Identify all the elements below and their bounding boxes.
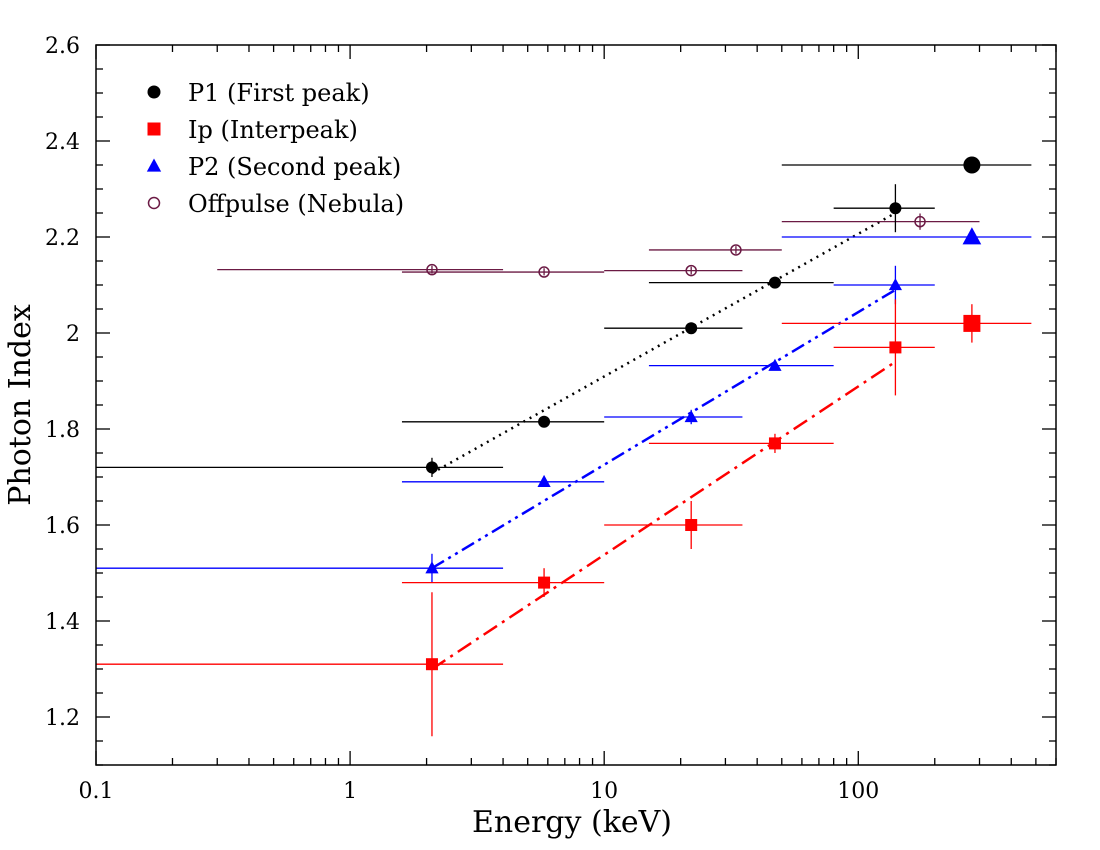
fit-line: [431, 288, 897, 570]
data-point: [768, 437, 781, 450]
x-axis-title: Energy (keV): [472, 805, 672, 840]
y-tick-label: 2.6: [45, 34, 80, 59]
plot-frame: [95, 44, 1057, 766]
data-point: [538, 576, 551, 589]
legend-label: Ip (Interpeak): [188, 116, 358, 144]
y-tick-label: 1.4: [45, 610, 80, 635]
minor-ticks: [96, 45, 1057, 766]
legend-label: P2 (Second peak): [188, 153, 401, 181]
y-tick-label: 2.4: [45, 130, 80, 155]
error-bars: [96, 160, 1032, 737]
fit-line: [431, 211, 897, 475]
fit-line: [431, 360, 897, 671]
data-point: [963, 156, 981, 174]
legend: P1 (First peak) Ip (Interpeak) P2 (Second …: [146, 79, 404, 218]
fit-lines: [431, 211, 897, 671]
x-tick-label: 10: [590, 779, 618, 804]
legend-label: P1 (First peak): [188, 79, 370, 107]
data-point: [962, 227, 982, 245]
legend-marker: [147, 196, 161, 210]
data-point: [889, 341, 902, 354]
data-point: [537, 474, 551, 487]
data-point: [426, 263, 438, 276]
data-point: [888, 278, 903, 291]
x-tick-label: 0.1: [79, 779, 114, 804]
x-tick-label: 1: [343, 779, 357, 804]
y-tick-label: 2: [66, 322, 80, 347]
legend-marker: [146, 158, 162, 172]
legend-marker: [147, 85, 161, 99]
y-tick-label: 1.6: [45, 514, 80, 539]
data-point: [730, 244, 742, 256]
legend-label: Offpulse (Nebula): [188, 190, 404, 218]
data-point: [685, 519, 698, 531]
x-tick-label: 100: [837, 779, 879, 804]
data-point: [538, 266, 550, 278]
data-point: [425, 658, 438, 671]
data-point: [914, 215, 926, 228]
data-point: [425, 561, 439, 574]
y-axis-title: Photon Index: [3, 304, 38, 506]
data-point: [684, 410, 698, 423]
data-point: [538, 415, 551, 428]
data-point: [963, 314, 981, 332]
data-point: [685, 322, 698, 335]
data-point: [889, 202, 902, 215]
data-point: [768, 358, 782, 371]
data-point: [425, 461, 438, 474]
data-markers: [425, 156, 982, 671]
x-tick-labels: 0.1 1 10 100: [79, 779, 880, 804]
y-tick-label: 1.2: [45, 706, 80, 731]
y-tick-labels: 1.2 1.4 1.6 1.8 2 2.2 2.4 2.6: [45, 34, 80, 731]
legend-marker: [147, 122, 161, 136]
y-tick-label: 1.8: [45, 418, 80, 443]
y-tick-label: 2.2: [45, 226, 80, 251]
data-point: [768, 276, 781, 289]
data-point: [685, 264, 697, 277]
